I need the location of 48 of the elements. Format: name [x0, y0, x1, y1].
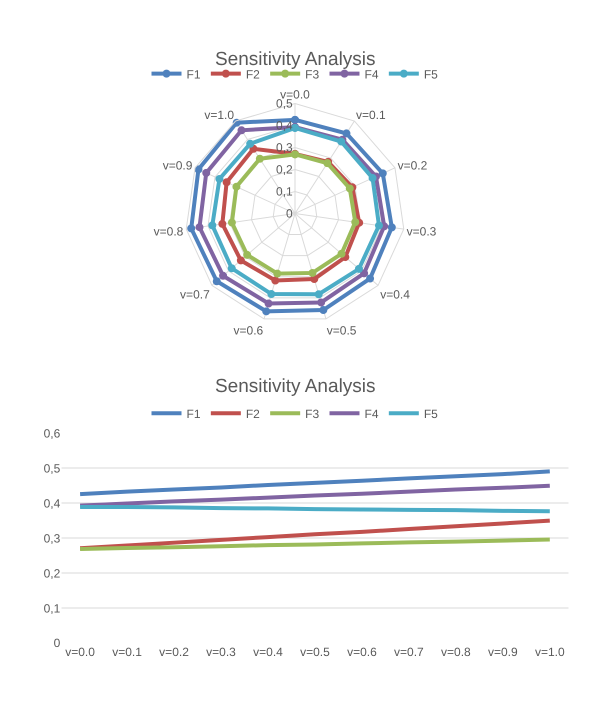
y-tick-label: 0,6 — [44, 426, 61, 440]
legend-label: F5 — [424, 406, 438, 421]
y-tick-label: 0,2 — [44, 566, 61, 580]
spoke-label: v=0.2 — [398, 158, 428, 172]
line-series — [78, 538, 552, 551]
y-tick-label: 0,3 — [276, 140, 294, 154]
x-tick-label: v=0.2 — [159, 645, 190, 660]
y-tick-label: 0,1 — [44, 601, 61, 616]
y-tick-label: 0 — [286, 206, 294, 220]
spoke-label: v=1.0 — [204, 108, 234, 122]
x-tick-label: v=0.5 — [300, 645, 330, 660]
spoke-label: v=0.7 — [180, 287, 210, 302]
legend-label: F4 — [364, 406, 379, 421]
x-tick-label: v=0.4 — [253, 645, 284, 660]
x-tick-label: v=0.0 — [65, 645, 96, 660]
chart-title: Sensitivity Analysis — [215, 49, 376, 70]
x-tick-label: v=1.0 — [534, 645, 565, 660]
spoke-label: v=0.6 — [234, 323, 264, 338]
y-tick-label: 0,5 — [44, 461, 61, 476]
x-tick-label: v=0.1 — [112, 645, 142, 660]
legend-label: F5 — [424, 67, 438, 82]
legend-label: F4 — [364, 67, 379, 82]
spoke-label: v=0.1 — [356, 108, 386, 122]
spoke-label: v=0.8 — [154, 224, 184, 238]
legend-label: F1 — [186, 406, 201, 421]
chart-title: Sensitivity Analysis — [215, 376, 376, 397]
y-tick-label: 0,1 — [276, 184, 294, 198]
x-tick-label: v=0.7 — [394, 645, 424, 660]
legend-label: F1 — [186, 67, 201, 82]
line-series — [78, 484, 552, 508]
legend-label: F3 — [305, 67, 320, 82]
spoke-label: v=0.4 — [380, 287, 410, 302]
x-tick-label: v=0.9 — [488, 645, 518, 660]
spoke-label: v=0.9 — [162, 158, 193, 172]
y-tick-label: 0,2 — [276, 162, 294, 176]
legend-label: F2 — [246, 67, 260, 82]
y-tick-label: 0,3 — [44, 531, 61, 546]
spoke-label: v=0.5 — [326, 323, 357, 338]
y-tick-label: 0 — [54, 636, 61, 650]
legend-label: F2 — [246, 406, 260, 421]
y-tick-label: 0,4 — [44, 496, 61, 510]
y-tick-label: 0,4 — [276, 118, 294, 132]
legend-label: F3 — [305, 406, 320, 421]
x-tick-label: v=0.6 — [347, 645, 378, 660]
spoke-label: v=0.3 — [406, 224, 437, 238]
line-series — [78, 469, 552, 496]
x-tick-label: v=0.8 — [441, 645, 472, 660]
x-tick-label: v=0.3 — [206, 645, 236, 660]
